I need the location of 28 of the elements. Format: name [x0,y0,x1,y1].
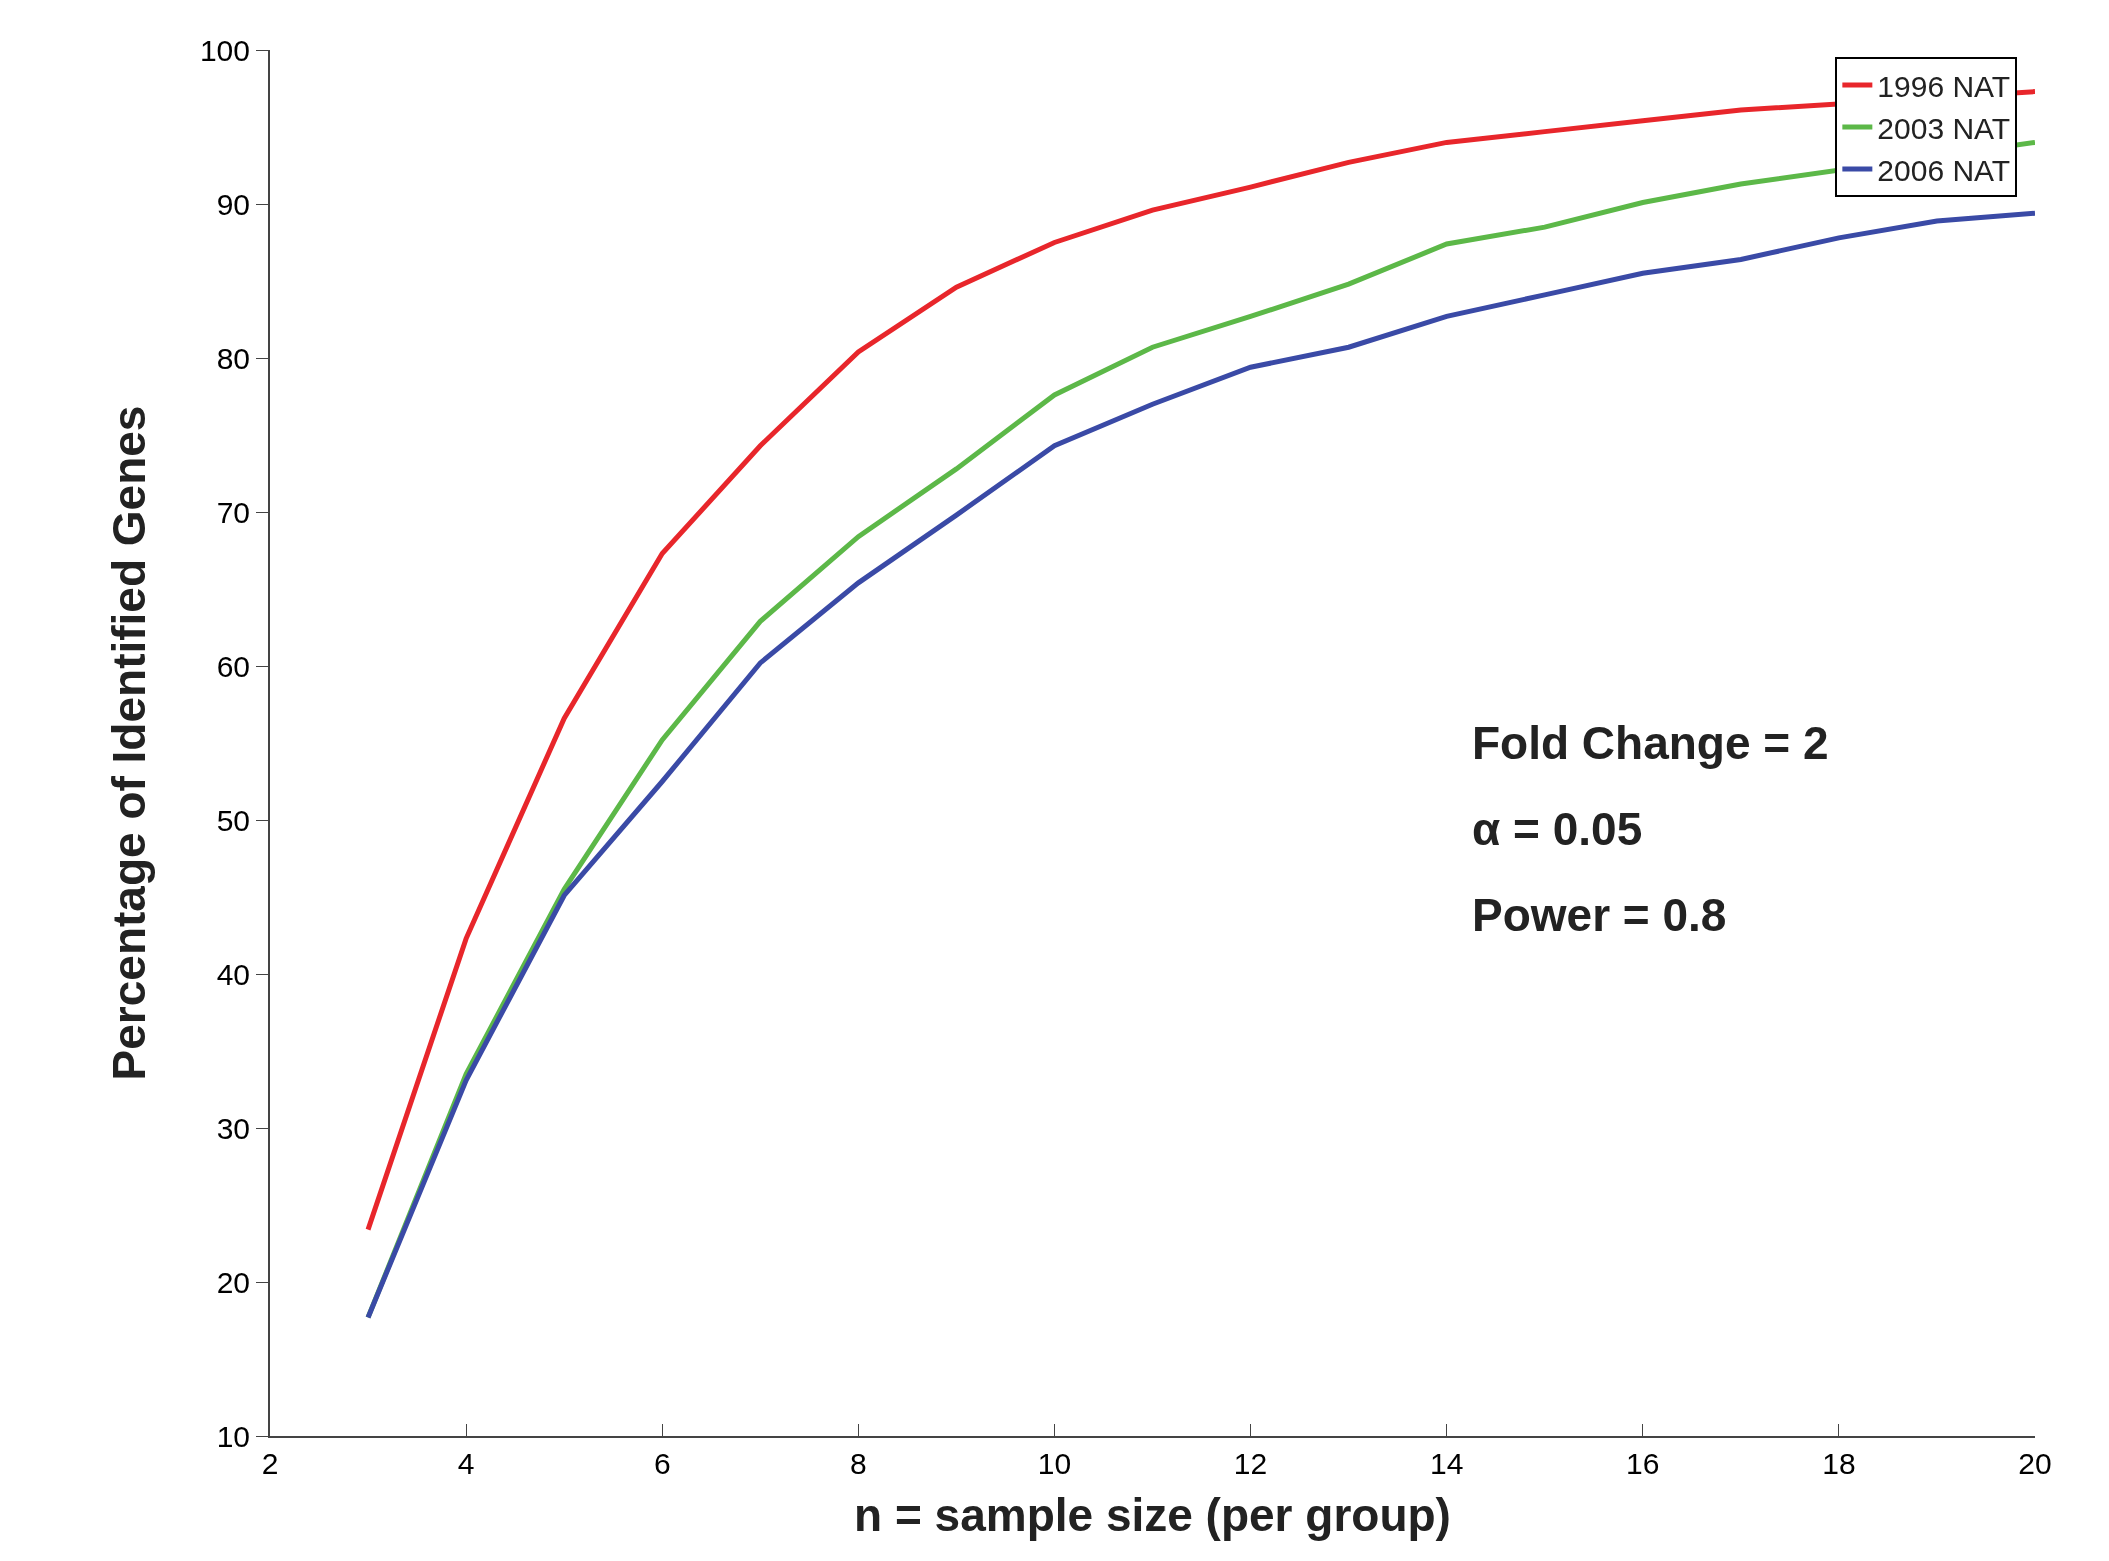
x-tick-label: 6 [653,1447,671,1480]
annotation: α = 0.05 [1472,803,1643,855]
y-tick-label: 30 [216,1111,250,1145]
annotation: Power = 0.8 [1472,889,1727,941]
x-tick-label: 2 [261,1447,279,1480]
legend-label: 2006 NAT [1877,153,2011,187]
y-tick-label: 40 [216,957,250,991]
y-tick-label: 100 [199,33,250,67]
x-tick-label: 14 [1429,1447,1464,1480]
legend-label: 2003 NAT [1877,111,2011,145]
legend-label: 1996 NAT [1877,69,2011,103]
y-tick-label: 80 [216,341,250,375]
y-tick-label: 60 [216,649,250,683]
y-tick-label: 70 [216,495,250,529]
y-axis-title: Percentage of Identified Genes [102,405,155,1081]
x-tick-label: 16 [1626,1447,1660,1480]
y-tick-label: 20 [216,1265,250,1299]
x-tick-label: 12 [1233,1447,1268,1480]
y-tick-label: 10 [216,1419,250,1453]
y-tick-label: 50 [216,803,250,837]
x-tick-label: 4 [457,1447,475,1480]
x-tick-label: 8 [849,1447,867,1480]
x-tick-label: 10 [1037,1447,1072,1480]
annotation: Fold Change = 2 [1472,717,1829,769]
x-axis-title: n = sample size (per group) [854,1489,1451,1542]
x-tick-label: 18 [1822,1447,1856,1480]
x-tick-label: 20 [2018,1447,2052,1480]
y-tick-label: 90 [216,187,250,221]
